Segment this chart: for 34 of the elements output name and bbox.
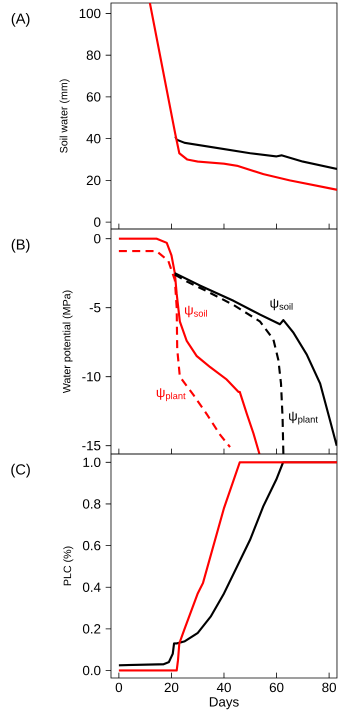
- x-tick-label: 0: [116, 682, 122, 692]
- x-tick-label: 20: [164, 682, 178, 692]
- series-label: ψ$_{soil}$: [270, 298, 292, 310]
- y-tick-label: -15: [82, 441, 100, 450]
- y-tick-label: 40: [86, 134, 100, 144]
- y-axis-title: PLC (%): [63, 546, 74, 586]
- y-tick-label: 80: [86, 50, 100, 60]
- y-tick-label: 0: [94, 234, 100, 244]
- y-tick-label: -5: [90, 303, 100, 312]
- x-axis-title: Days: [210, 697, 239, 710]
- series-label: ψ$_{plant}$: [289, 412, 318, 425]
- series-label: ψ$_{soil}$: [185, 306, 207, 318]
- x-tick-label: 80: [322, 682, 336, 692]
- text: (A): [12, 13, 30, 27]
- y-axis-title: Water potential (MPa): [62, 290, 73, 394]
- y-tick-label: -10: [82, 372, 100, 382]
- y-tick-label: 100: [80, 8, 100, 18]
- x-tick-label: 60: [270, 682, 284, 692]
- series-label: ψ$_{plant}$: [156, 388, 186, 402]
- y-tick-label: 0.8: [82, 499, 100, 509]
- y-axis-title: Soil water (mm): [60, 79, 70, 153]
- y-tick-label: 20: [86, 176, 100, 186]
- line-series: [148, 3, 337, 191]
- y-tick-label: 0.6: [82, 540, 100, 550]
- text: (C): [11, 464, 30, 478]
- y-tick-label: 0.2: [82, 624, 100, 634]
- x-tick-label: 40: [216, 682, 231, 692]
- text: (B): [12, 238, 30, 253]
- y-tick-label: 0.0: [82, 666, 100, 676]
- y-tick-label: 1.0: [83, 458, 100, 468]
- y-tick-label: 60: [86, 92, 100, 102]
- y-tick-label: 0.4: [82, 582, 101, 592]
- y-tick-label: 0: [94, 217, 100, 227]
- line-series: [118, 238, 261, 454]
